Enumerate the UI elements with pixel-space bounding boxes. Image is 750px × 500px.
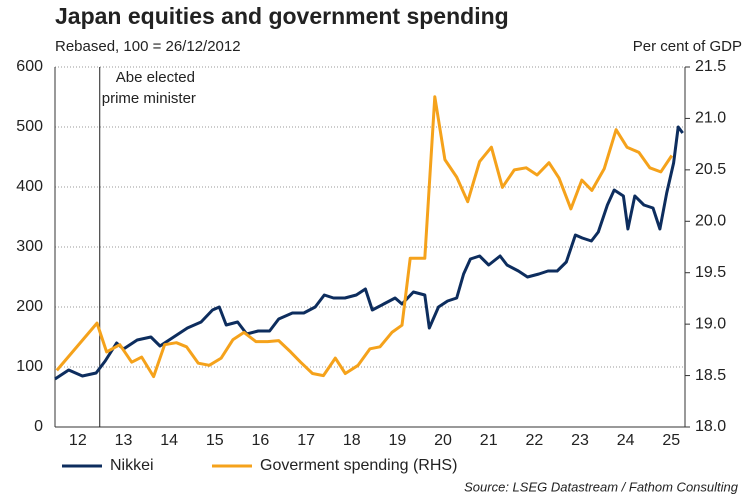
legend-label: Goverment spending (RHS) — [260, 457, 457, 474]
y2-tick-label: 18.0 — [695, 418, 726, 435]
y2-tick-label: 19.5 — [695, 264, 726, 281]
x-tick-label: 24 — [617, 432, 635, 449]
series-line — [55, 95, 674, 379]
y2-tick-label: 19.0 — [695, 315, 726, 332]
y2-axis-label: Per cent of GDP — [633, 38, 742, 55]
x-tick-label: 21 — [480, 432, 498, 449]
x-tick-label: 20 — [434, 432, 452, 449]
x-tick-label: 14 — [160, 432, 178, 449]
series-line — [54, 125, 684, 381]
y-tick-label: 500 — [16, 118, 43, 135]
legend-label: Nikkei — [110, 457, 154, 474]
x-tick-label: 19 — [388, 432, 406, 449]
source: Source: LSEG Datastream / Fathom Consult… — [464, 479, 739, 494]
y2-tick-label: 21.0 — [695, 110, 726, 127]
x-tick-label: 13 — [115, 432, 133, 449]
chart-title: Japan equities and government spending — [55, 3, 509, 29]
y2-tick-label: 20.0 — [695, 213, 726, 230]
y-tick-label: 100 — [16, 358, 43, 375]
x-tick-label: 12 — [69, 432, 87, 449]
y-tick-label: 600 — [16, 58, 43, 75]
x-tick-label: 25 — [662, 432, 680, 449]
x-tick-label: 17 — [297, 432, 315, 449]
annotation: prime minister — [102, 90, 196, 107]
y-tick-label: 200 — [16, 298, 43, 315]
subtitle: Rebased, 100 = 26/12/2012 — [55, 38, 241, 55]
y-tick-label: 0 — [34, 418, 43, 435]
annotation: Abe elected — [116, 69, 195, 86]
x-tick-label: 23 — [571, 432, 589, 449]
y2-tick-label: 21.5 — [695, 58, 726, 75]
y2-tick-label: 18.5 — [695, 367, 726, 384]
x-tick-label: 16 — [252, 432, 270, 449]
x-tick-label: 18 — [343, 432, 361, 449]
y2-tick-label: 20.5 — [695, 161, 726, 178]
x-tick-label: 15 — [206, 432, 224, 449]
x-tick-label: 22 — [525, 432, 543, 449]
y-tick-label: 400 — [16, 178, 43, 195]
y-tick-label: 300 — [16, 238, 43, 255]
